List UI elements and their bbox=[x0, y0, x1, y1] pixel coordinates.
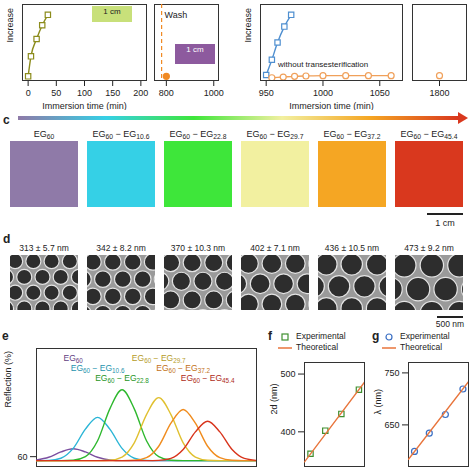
svg-text:436 ± 10.5 nm: 436 ± 10.5 nm bbox=[325, 243, 379, 253]
svg-text:50: 50 bbox=[51, 88, 61, 98]
svg-text:370 ± 10.3 nm: 370 ± 10.3 nm bbox=[171, 243, 225, 253]
svg-text:Reflection (%): Reflection (%) bbox=[3, 351, 13, 408]
html-text:Experimental: Experimental bbox=[400, 331, 450, 341]
svg-text:λ (nm): λ (nm) bbox=[373, 389, 383, 415]
svg-text:400: 400 bbox=[280, 427, 295, 437]
svg-text:1000: 1000 bbox=[204, 88, 224, 98]
html-text:e: e bbox=[2, 329, 9, 343]
svg-text:c: c bbox=[3, 113, 10, 127]
svg-text:Immersion time (min): Immersion time (min) bbox=[289, 101, 374, 111]
svg-text:200: 200 bbox=[133, 88, 148, 98]
svg-text:750: 750 bbox=[384, 368, 399, 378]
html-text:Theoretical: Theoretical bbox=[400, 342, 443, 352]
svg-text:1800: 1800 bbox=[429, 88, 449, 98]
svg-text:EG60 − EG10.6: EG60 − EG10.6 bbox=[93, 129, 150, 140]
html-text:f: f bbox=[268, 329, 272, 343]
svg-text:EG60 − EG45.4: EG60 − EG45.4 bbox=[401, 129, 458, 140]
html-text:EG60− EG29.7: EG60− EG29.7 bbox=[131, 352, 186, 364]
svg-text:402 ± 7.1 nm: 402 ± 7.1 nm bbox=[250, 243, 300, 253]
html-text:EG60− EG10.6: EG60− EG10.6 bbox=[70, 362, 125, 374]
svg-text:EG60 − EG45.4: EG60 − EG45.4 bbox=[181, 373, 235, 384]
svg-text:473 ± 9.2 nm: 473 ± 9.2 nm bbox=[404, 243, 454, 253]
svg-text:Increase: Increase bbox=[243, 8, 253, 43]
svg-text:500: 500 bbox=[280, 369, 295, 379]
svg-text:d: d bbox=[3, 232, 10, 246]
svg-text:EG60 − EG37.2: EG60 − EG37.2 bbox=[324, 129, 381, 140]
svg-text:Increase: Increase bbox=[5, 8, 15, 43]
svg-text:1 cm: 1 cm bbox=[435, 218, 455, 228]
svg-text:EG60 − EG22.8: EG60 − EG22.8 bbox=[95, 373, 149, 384]
html-text:1 cm: 1 cm bbox=[186, 45, 204, 54]
html-text:Experimental: Experimental bbox=[296, 331, 346, 341]
svg-text:100: 100 bbox=[77, 88, 92, 98]
svg-text:650: 650 bbox=[384, 420, 399, 430]
svg-text:EG60: EG60 bbox=[63, 352, 83, 364]
svg-text:950: 950 bbox=[259, 88, 274, 98]
html-text:without transesterification: without transesterification bbox=[278, 60, 369, 69]
svg-text:60: 60 bbox=[17, 452, 27, 462]
svg-text:0: 0 bbox=[26, 88, 31, 98]
html-text:Theoretical: Theoretical bbox=[296, 342, 339, 352]
svg-text:150: 150 bbox=[105, 88, 120, 98]
html-text:EG60− EG37.2: EG60− EG37.2 bbox=[156, 362, 210, 374]
svg-text:EG60 − EG29.7: EG60 − EG29.7 bbox=[247, 129, 304, 140]
svg-text:1050: 1050 bbox=[370, 88, 390, 98]
svg-text:Immersion time (min): Immersion time (min) bbox=[42, 101, 127, 111]
html-text:g: g bbox=[372, 329, 380, 343]
svg-text:800: 800 bbox=[159, 88, 174, 98]
svg-text:2d (nm): 2d (nm) bbox=[269, 383, 279, 414]
svg-text:1000: 1000 bbox=[313, 88, 333, 98]
html-text:1 cm: 1 cm bbox=[103, 7, 121, 16]
svg-text:342 ± 8.2 nm: 342 ± 8.2 nm bbox=[96, 243, 146, 253]
svg-text:Wash: Wash bbox=[165, 10, 188, 20]
svg-text:EG60: EG60 bbox=[34, 129, 55, 140]
svg-text:EG60 − EG22.8: EG60 − EG22.8 bbox=[170, 129, 227, 140]
svg-text:500 nm: 500 nm bbox=[436, 319, 464, 329]
svg-text:313 ± 5.7 nm: 313 ± 5.7 nm bbox=[19, 243, 69, 253]
